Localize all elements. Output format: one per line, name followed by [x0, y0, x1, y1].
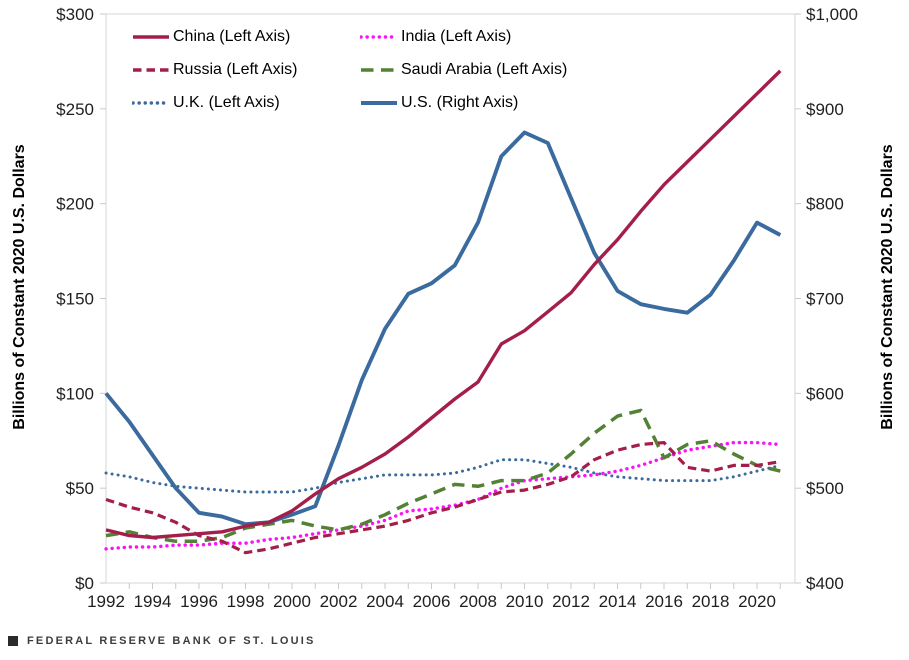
- legend-line-sample-china: [133, 34, 169, 39]
- legend-line-sample-india: [360, 34, 398, 39]
- x-tick-label: 2008: [459, 592, 497, 611]
- x-tick-label: 2018: [692, 592, 730, 611]
- legend-line-sample-us: [361, 100, 397, 105]
- left-tick-label: $300: [56, 5, 94, 24]
- right-tick-label: $900: [806, 100, 844, 119]
- right-tick-label: $800: [806, 195, 844, 214]
- legend-item-saudi-arabia: Saudi Arabia (Left Axis): [360, 53, 567, 86]
- legend-item-uk: U.K. (Left Axis): [132, 86, 360, 119]
- x-tick-label: 2000: [273, 592, 311, 611]
- series-line-uk: [104, 458, 782, 494]
- right-tick-label: $400: [806, 574, 844, 593]
- x-tick-label: 2016: [645, 592, 683, 611]
- x-tick-label: 1992: [87, 592, 125, 611]
- footer-branding: FEDERAL RESERVE BANK OF ST. LOUIS: [8, 635, 316, 647]
- right-tick-label: $500: [806, 479, 844, 498]
- x-tick-label: 2010: [506, 592, 544, 611]
- x-tick-label: 1996: [180, 592, 218, 611]
- x-axis: 1992 1994 1996 1998 2000 2002 2004 2006 2008 2010…: [87, 583, 781, 611]
- legend-line-sample-uk: [132, 100, 170, 105]
- x-tick-label: 2014: [599, 592, 637, 611]
- x-tick-label: 2020: [738, 592, 776, 611]
- legend-item-russia: Russia (Left Axis): [132, 53, 360, 86]
- legend-label-india: India (Left Axis): [401, 27, 512, 45]
- x-tick-label: 2004: [366, 592, 404, 611]
- legend-item-us: U.S. (Right Axis): [360, 86, 567, 119]
- x-tick-label: 2002: [320, 592, 358, 611]
- left-tick-label: $150: [56, 290, 94, 309]
- right-tick-label: $700: [806, 290, 844, 309]
- right-tick-label: $600: [806, 384, 844, 403]
- right-tick-label: $1,000: [806, 5, 858, 24]
- legend-label-us: U.S. (Right Axis): [401, 93, 519, 111]
- series-line-us: [104, 130, 782, 527]
- legend-line-sample-saudi-arabia: [361, 67, 397, 72]
- right-axis: $400 $500 $600 $700 $800 $900 $1,000: [795, 5, 858, 593]
- x-tick-label: 1998: [227, 592, 265, 611]
- footer-text: FEDERAL RESERVE BANK OF ST. LOUIS: [27, 635, 316, 647]
- left-axis: $0 $50 $100 $150 $200 $250 $300: [56, 5, 106, 593]
- legend-item-india: India (Left Axis): [360, 20, 567, 53]
- left-tick-label: $250: [56, 100, 94, 119]
- legend-label-saudi-arabia: Saudi Arabia (Left Axis): [401, 60, 568, 78]
- legend-line-sample-russia: [133, 67, 169, 72]
- left-tick-label: $200: [56, 195, 94, 214]
- stlouis-fed-logo-icon: [8, 636, 18, 646]
- legend-label-uk: U.K. (Left Axis): [173, 93, 280, 111]
- legend-label-russia: Russia (Left Axis): [173, 60, 298, 78]
- series-line-saudi-arabia: [105, 408, 781, 544]
- x-tick-label: 1994: [134, 592, 172, 611]
- left-tick-label: $0: [75, 574, 94, 593]
- series-line-china: [105, 69, 782, 540]
- x-tick-label: 2012: [552, 592, 590, 611]
- x-tick-label: 2006: [413, 592, 451, 611]
- legend-item-china: China (Left Axis): [132, 20, 360, 53]
- chart-legend: China (Left Axis) India (Left Axis) Russia…: [132, 20, 567, 119]
- left-tick-label: $50: [66, 479, 94, 498]
- legend-label-china: China (Left Axis): [173, 27, 291, 45]
- left-tick-label: $100: [56, 384, 94, 403]
- series-line-russia: [105, 441, 781, 555]
